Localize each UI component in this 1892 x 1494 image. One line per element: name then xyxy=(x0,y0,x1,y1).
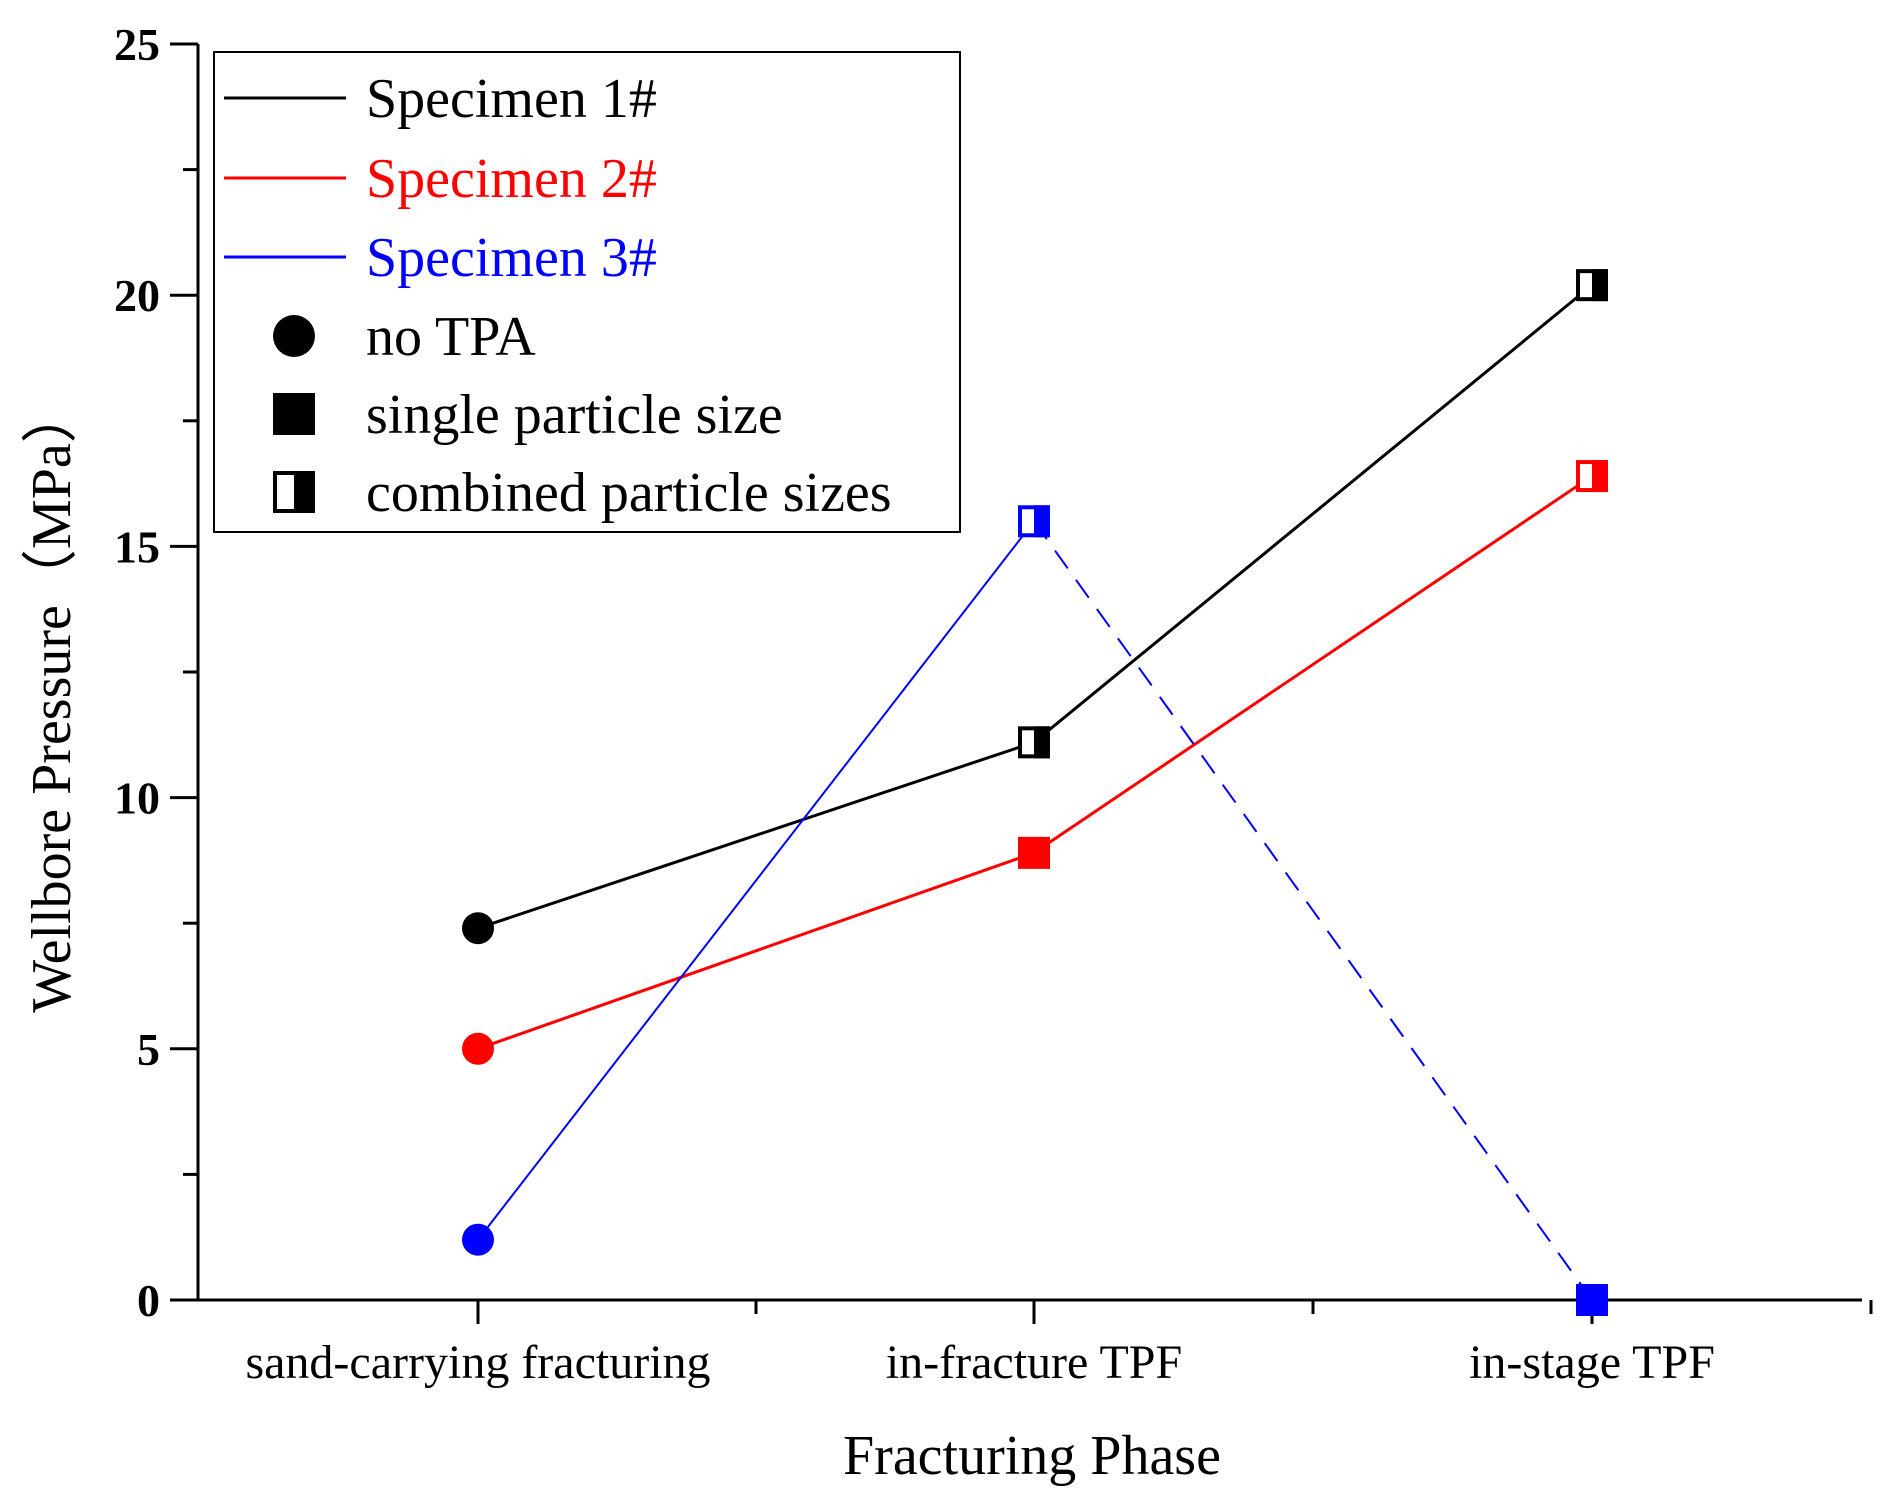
legend-marker-label: combined particle sizes xyxy=(366,462,892,524)
series-1-segment xyxy=(1033,283,1593,744)
legend-circle-marker xyxy=(273,315,315,357)
series-3-point-square-marker xyxy=(1576,1284,1608,1316)
legend-box xyxy=(213,51,961,533)
y-tick-label: 0 xyxy=(137,1275,160,1326)
legend-line-label: Specimen 3# xyxy=(366,227,657,289)
x-tick-label: sand-carrying fracturing xyxy=(245,1336,710,1389)
series-2-point-square-marker xyxy=(1018,836,1050,869)
x-tick-label: in-fracture TPF xyxy=(886,1336,1182,1389)
series-1 xyxy=(462,269,1608,945)
x-axis-title: Fracturing Phase xyxy=(843,1425,1221,1487)
series-3-segment xyxy=(1033,520,1593,1301)
series-1-point-half-square-marker xyxy=(1576,269,1608,302)
legend-half-square-marker xyxy=(273,471,315,513)
series-layer xyxy=(462,269,1608,1316)
series-2 xyxy=(462,460,1608,1065)
series-2-point-circle-marker xyxy=(462,1032,494,1065)
marker-fill-half xyxy=(294,471,315,513)
x-tick-label: in-stage TPF xyxy=(1469,1336,1715,1389)
marker-fill-half xyxy=(1034,726,1050,759)
series-3 xyxy=(462,505,1608,1316)
legend-line-label: Specimen 1# xyxy=(366,68,657,130)
legend-line-label: Specimen 2# xyxy=(366,148,657,210)
series-3-segment xyxy=(477,520,1035,1241)
series-2-segment xyxy=(1033,474,1593,855)
series-3-point-half-square-marker xyxy=(1018,505,1050,538)
legend-marker-label: no TPA xyxy=(366,306,536,368)
series-3-point-circle-marker xyxy=(462,1223,494,1256)
marker-fill-half xyxy=(1034,505,1050,538)
legend-marker-label: single particle size xyxy=(366,384,783,446)
series-1-segment xyxy=(477,740,1035,930)
axes: 0 5 10 15 20 25 sand-carrying fracturing in-fra… xyxy=(114,19,1873,1389)
series-1-point-half-square-marker xyxy=(1018,726,1050,759)
y-tick-label: 15 xyxy=(114,521,160,572)
legend: Specimen 1# Specimen 2# Specimen 3# no TPA s… xyxy=(213,51,961,533)
legend-square-marker xyxy=(273,393,315,435)
y-tick-label: 10 xyxy=(114,773,160,824)
y-axis-title: Wellbore Pressure（MPa） xyxy=(21,387,83,1012)
y-tick-label: 5 xyxy=(137,1024,160,1075)
series-1-point-circle-marker xyxy=(462,912,494,945)
marker-fill-half xyxy=(1592,460,1608,493)
marker-fill-half xyxy=(1592,269,1608,302)
y-tick-label: 25 xyxy=(114,19,160,70)
series-2-point-half-square-marker xyxy=(1576,460,1608,493)
y-tick-label: 20 xyxy=(114,270,160,321)
series-2-segment xyxy=(477,851,1035,1051)
